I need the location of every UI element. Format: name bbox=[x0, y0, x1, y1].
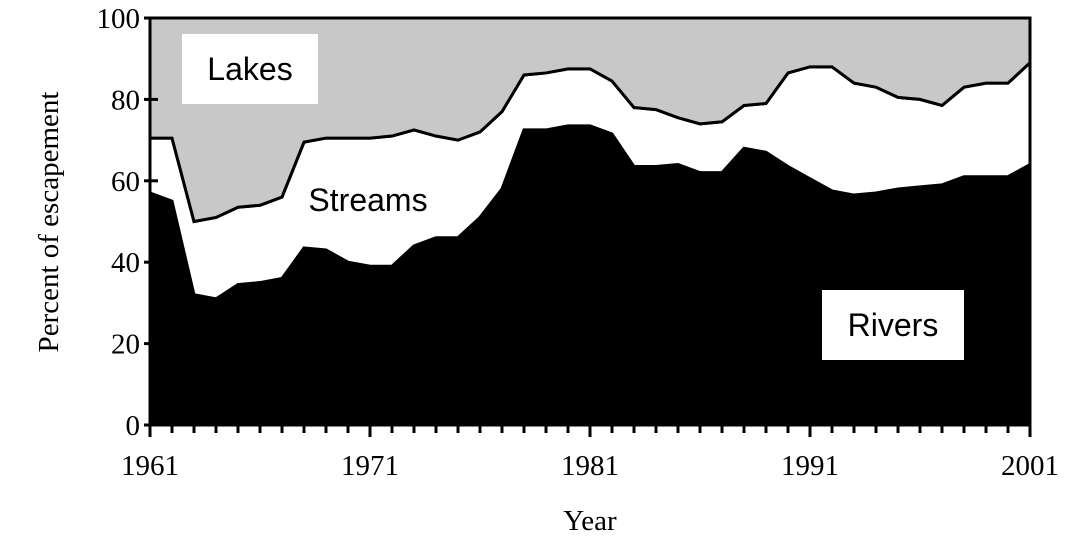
label-box bbox=[822, 290, 964, 360]
y-axis-label: Percent of escapement bbox=[33, 92, 65, 353]
x-axis-label: Year bbox=[563, 505, 617, 537]
label-box bbox=[182, 34, 318, 104]
y-tick-label: 80 bbox=[111, 84, 140, 116]
series-label: Lakes bbox=[207, 51, 292, 87]
x-tick-label: 1971 bbox=[341, 450, 399, 482]
x-tick-label: 1961 bbox=[121, 450, 179, 482]
x-tick-label: 1991 bbox=[781, 450, 839, 482]
y-tick-label: 100 bbox=[97, 3, 141, 35]
x-tick-label: 1981 bbox=[561, 450, 619, 482]
y-tick-label: 40 bbox=[111, 247, 140, 279]
x-tick-label: 2001 bbox=[1001, 450, 1059, 482]
y-tick-label: 0 bbox=[126, 410, 141, 442]
series-label: Streams bbox=[308, 182, 427, 218]
y-tick-label: 20 bbox=[111, 329, 140, 361]
series-label: Rivers bbox=[848, 307, 939, 343]
y-tick-label: 60 bbox=[111, 166, 140, 198]
area bbox=[150, 125, 1030, 425]
